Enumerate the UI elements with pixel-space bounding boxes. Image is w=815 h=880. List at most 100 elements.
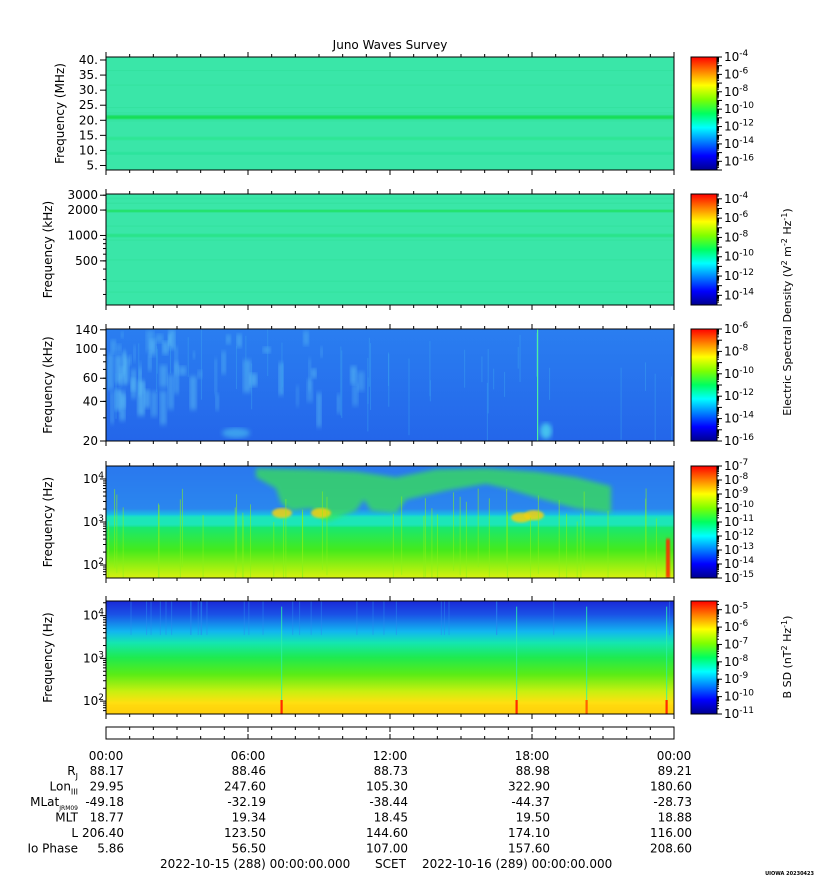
emission-patch: [156, 334, 163, 342]
x-tick-label: 00:00: [89, 749, 124, 763]
streak: [166, 601, 167, 635]
streak: [441, 601, 442, 635]
ephemeris-value: 5.86: [97, 842, 124, 856]
streak: [466, 502, 467, 580]
colorbar-label: 10-8: [724, 229, 749, 244]
intense-spot: [586, 700, 588, 714]
y-tick-label: 103: [83, 650, 104, 665]
spectrogram-image: [106, 57, 674, 170]
streak: [506, 489, 507, 567]
colorbar: 10-710-810-910-1010-1110-1210-1310-1410-…: [691, 458, 754, 585]
streak: [425, 498, 426, 576]
y-tick-label: 40: [83, 394, 98, 408]
ephemeris-value: -38.44: [369, 795, 408, 809]
spectrogram-panels: 40.35.30.25.20.15.10.5. Frequency (MHz) 10…: [41, 49, 754, 721]
colorbar-label: 10-4: [724, 191, 749, 206]
spectrogram-panel-1: 40.35.30.25.20.15.10.5. Frequency (MHz) 10…: [53, 49, 754, 175]
streak: [577, 521, 578, 599]
emission-patch: [162, 341, 168, 354]
streak: [671, 377, 672, 442]
colorbar-gradient: [691, 466, 717, 578]
streak: [340, 346, 341, 415]
streak: [444, 601, 445, 635]
streak: [646, 488, 647, 566]
emission-band: [106, 198, 674, 200]
y-tick-label: 5.: [87, 158, 98, 172]
streak: [263, 601, 264, 635]
magnetic-colorbar-title: B SD (nT2 Hz-1): [780, 616, 794, 699]
colorbar-label: 10-12: [724, 268, 754, 283]
streak: [388, 354, 389, 407]
faint-band: [106, 70, 674, 71]
emission-patch: [540, 423, 552, 439]
footer-credit: UIOWA 20230423: [765, 871, 814, 877]
ephemeris-value: 208.60: [650, 842, 692, 856]
ephemeris-value: 123.50: [224, 826, 266, 840]
spectrogram-panel-4: 104103102Frequency (Hz)10-710-810-910-10…: [41, 458, 754, 600]
streak: [396, 601, 397, 635]
ephemeris-value: 56.50: [232, 842, 266, 856]
faint-band: [106, 112, 674, 113]
spectrogram-panel-2: 300020001000500Frequency (kHz)10-410-610…: [41, 188, 754, 310]
streak: [478, 489, 479, 567]
intense-spot: [524, 510, 544, 520]
streak: [273, 522, 274, 600]
streak: [553, 601, 554, 635]
streak: [322, 491, 323, 569]
emission-patch: [311, 368, 316, 378]
y-axis: 104103102: [83, 471, 106, 575]
emission-patch: [226, 335, 230, 344]
streak: [608, 511, 609, 589]
streak: [370, 343, 371, 410]
ephemeris-table: RJ 88.17 88.46 88.73 88.98 89.21LonIII 29.95 24…: [27, 764, 692, 856]
streak: [669, 601, 670, 635]
y-tick-label: 103: [83, 514, 104, 529]
emission-patch: [122, 352, 127, 385]
streak: [267, 329, 268, 376]
emission-patch: [321, 347, 323, 358]
streak: [321, 601, 322, 635]
x-tick-label: 06:00: [231, 749, 266, 763]
faint-band: [106, 85, 674, 86]
emission-patch: [146, 330, 154, 351]
colorbar-label: 10-10: [724, 366, 754, 381]
colorbar-label: 10-11: [724, 706, 754, 721]
colorbar-label: 10-11: [724, 514, 754, 529]
colorbar: 10-610-810-1010-1210-1410-16: [691, 321, 754, 448]
ephemeris-label: MLT: [55, 811, 78, 825]
faint-band: [106, 203, 674, 204]
faint-band: [106, 281, 674, 282]
y-tick-label: 104: [83, 608, 104, 623]
y-tick-label: 104: [83, 471, 104, 486]
impulse-line: [537, 329, 538, 441]
streak: [283, 519, 284, 597]
colorbar-label: 10-6: [724, 619, 749, 634]
x-tick-label: 12:00: [373, 749, 408, 763]
ephemeris-value: 89.21: [658, 764, 692, 778]
faint-band: [106, 259, 674, 260]
streak: [292, 601, 293, 635]
streak: [201, 601, 202, 635]
emission-patch: [215, 394, 219, 411]
colorbar-label: 10-7: [724, 458, 748, 473]
y-axis-label: Frequency (kHz): [41, 201, 55, 298]
emission-patch: [160, 391, 167, 425]
colorbar-label: 10-14: [724, 287, 754, 302]
colorbar-gradient: [691, 57, 717, 170]
colorbar-label: 10-8: [724, 654, 749, 669]
emission-patch: [296, 386, 299, 407]
emission-patch: [222, 428, 250, 438]
ephemeris-label: Io Phase: [27, 842, 78, 856]
streak: [180, 499, 181, 577]
streak: [108, 521, 109, 599]
impulse-line: [586, 607, 587, 714]
streak: [656, 518, 657, 596]
y-tick-label: 10.: [79, 143, 98, 157]
emission-patch: [148, 353, 151, 371]
y-tick-label: 40.: [79, 53, 98, 67]
colorbar-label: 10-7: [724, 636, 748, 651]
electric-colorbar-title: Electric Spectral Density (V2 m-2 Hz-1): [780, 208, 794, 415]
emission-band: [106, 234, 674, 237]
streak: [123, 507, 124, 585]
